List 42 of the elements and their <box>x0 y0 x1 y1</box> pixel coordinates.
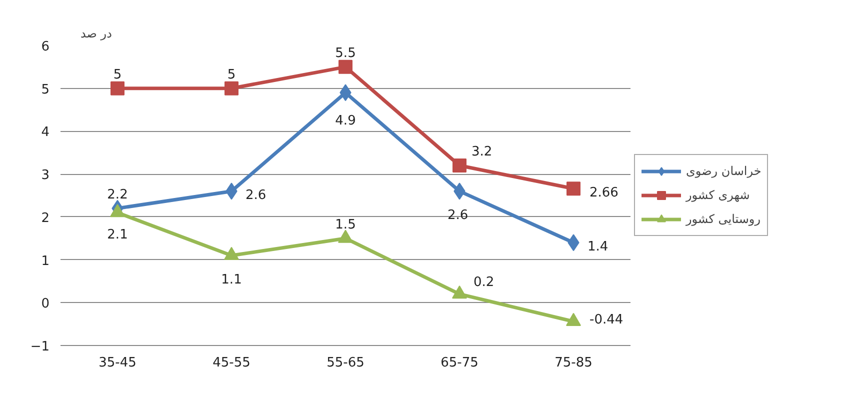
data-label: 5 <box>227 67 236 82</box>
y-tick-label: 4 <box>41 125 50 140</box>
data-label: 1.5 <box>335 217 356 232</box>
y-tick-label: 5 <box>41 82 50 98</box>
data-label: 4.9 <box>335 114 356 129</box>
data-label: 0.2 <box>474 275 494 290</box>
legend-label: خراسان رضوی <box>686 164 762 178</box>
y-tick-label: 6 <box>41 40 50 54</box>
x-tick-label: 35-45 <box>98 356 136 370</box>
data-label: 5.5 <box>335 46 356 61</box>
data-label: 2.1 <box>107 228 128 243</box>
x-tick-label: 75-85 <box>554 356 592 370</box>
point <box>566 312 581 326</box>
data-label: 1.1 <box>221 272 242 288</box>
legend-label: روستایی کشور <box>686 212 760 226</box>
data-label: 2.2 <box>107 187 128 202</box>
y-tick-label: −1 <box>30 340 50 354</box>
point <box>452 285 467 299</box>
point <box>110 81 124 96</box>
y-tick-label: 0 <box>41 296 50 312</box>
y-tick-label: 3 <box>41 168 50 184</box>
x-tick-label: 45-55 <box>212 356 250 370</box>
y-tick-label: 2 <box>41 210 50 226</box>
point <box>452 158 466 172</box>
point <box>224 246 239 260</box>
legend-label: شهری کشور <box>686 188 750 202</box>
data-label: 2.6 <box>246 188 266 204</box>
x-tick-label: 55-65 <box>326 356 364 370</box>
data-label: 5 <box>113 67 122 82</box>
point <box>338 230 353 243</box>
data-label: -0.44 <box>590 312 624 328</box>
point <box>224 81 238 96</box>
data-label: 2.6 <box>448 208 468 224</box>
point <box>566 182 580 196</box>
data-label: 2.66 <box>590 186 618 201</box>
y-axis-title: در صد <box>80 26 112 40</box>
x-tick-label: 65-75 <box>440 356 478 370</box>
data-label: 3.2 <box>472 144 492 160</box>
point <box>110 204 125 218</box>
y-tick-label: 1 <box>41 254 50 269</box>
data-label: 1.4 <box>588 240 608 255</box>
point <box>338 60 352 74</box>
